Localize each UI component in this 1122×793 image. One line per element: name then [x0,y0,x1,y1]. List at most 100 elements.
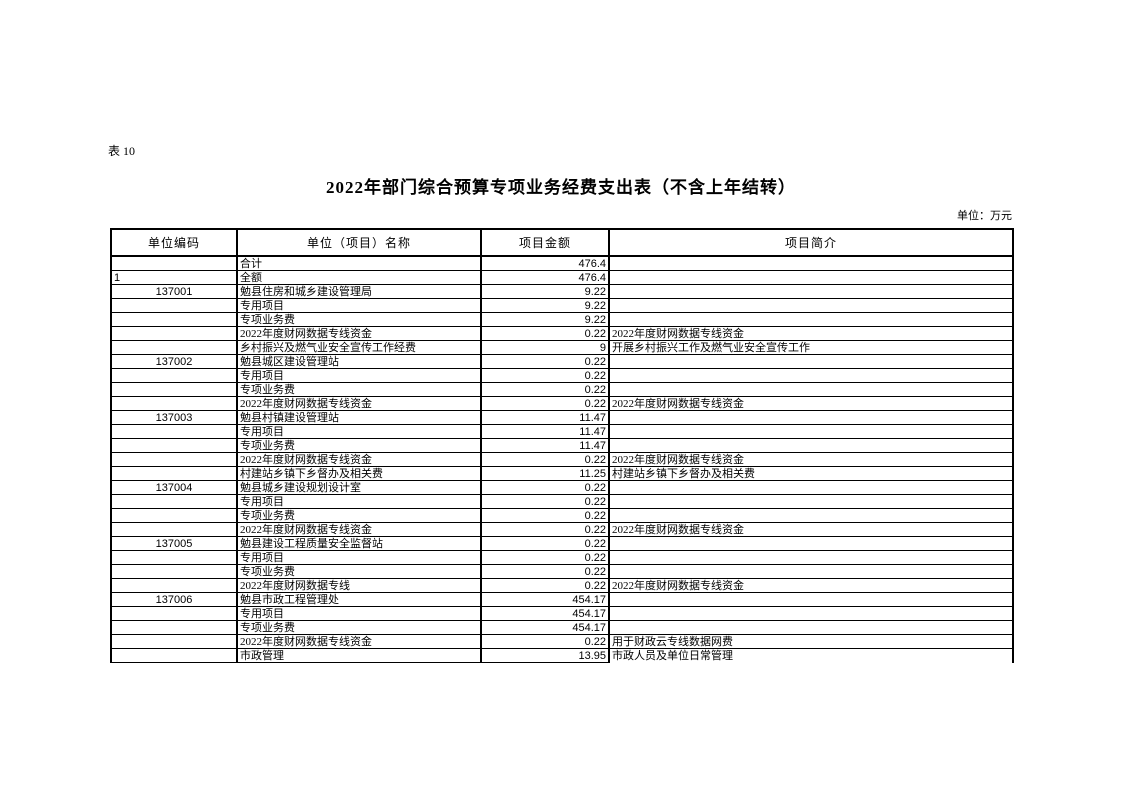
cell-unit-code [110,578,238,593]
cell-unit-code [110,648,238,663]
cell-amount: 0.22 [480,452,610,467]
cell-description: 2022年度财网数据专线资金 [608,396,1014,411]
cell-amount: 454.17 [480,620,610,635]
header-row: 单位编码 单位（项目）名称 项目金额 项目简介 [110,228,1014,257]
cell-description [608,620,1014,635]
col-header-description: 项目简介 [608,228,1014,257]
cell-description [608,298,1014,313]
table-row: 合计 476.4 [110,255,1014,271]
cell-amount: 0.22 [480,522,610,537]
cell-description [608,270,1014,285]
cell-name: 勉县建设工程质量安全监督站 [236,536,482,551]
cell-unit-code [110,312,238,327]
cell-unit-code: 137001 [110,284,238,299]
cell-name: 合计 [236,255,482,271]
table-row: 专用项目 454.17 [110,606,1014,621]
cell-description [608,536,1014,551]
cell-amount: 9.22 [480,298,610,313]
cell-name: 2022年度财网数据专线资金 [236,396,482,411]
cell-description [608,255,1014,271]
cell-name: 专用项目 [236,606,482,621]
cell-description [608,592,1014,607]
cell-description [608,494,1014,509]
cell-amount: 0.22 [480,396,610,411]
cell-unit-code [110,368,238,383]
cell-unit-code [110,326,238,341]
table-row: 2022年度财网数据专线资金 0.22 2022年度财网数据专线资金 [110,326,1014,341]
cell-unit-code: 137006 [110,592,238,607]
cell-name: 专用项目 [236,550,482,565]
cell-unit-code [110,298,238,313]
table-row: 专项业务费 11.47 [110,438,1014,453]
cell-description [608,382,1014,397]
cell-name: 全额 [236,270,482,285]
cell-amount: 0.22 [480,578,610,593]
cell-description [608,564,1014,579]
table-row: 137004 勉县城乡建设规划设计室 0.22 [110,480,1014,495]
table-row: 2022年度财网数据专线资金 0.22 2022年度财网数据专线资金 [110,396,1014,411]
col-header-unit-code: 单位编码 [110,228,238,257]
table-row: 137005 勉县建设工程质量安全监督站 0.22 [110,536,1014,551]
cell-description [608,480,1014,495]
cell-name: 勉县城区建设管理站 [236,354,482,369]
cell-name: 2022年度财网数据专线资金 [236,634,482,649]
cell-amount: 0.22 [480,382,610,397]
cell-amount: 11.47 [480,424,610,439]
table-row: 市政管理 13.95 市政人员及单位日常管理 [110,648,1014,663]
cell-unit-code [110,438,238,453]
cell-description [608,508,1014,523]
cell-amount: 11.47 [480,438,610,453]
cell-amount: 454.17 [480,606,610,621]
cell-description: 2022年度财网数据专线资金 [608,326,1014,341]
cell-unit-code [110,508,238,523]
cell-unit-code [110,522,238,537]
cell-name: 勉县住房和城乡建设管理局 [236,284,482,299]
table-row: 1 全额 476.4 [110,270,1014,285]
cell-name: 专项业务费 [236,508,482,523]
table-row: 2022年度财网数据专线 0.22 2022年度财网数据专线资金 [110,578,1014,593]
cell-name: 专用项目 [236,368,482,383]
cell-description [608,438,1014,453]
budget-table: 单位编码 单位（项目）名称 项目金额 项目简介 合计 476.4 1 全额 476.4 1… [110,228,1014,663]
budget-table-body: 合计 476.4 1 全额 476.4 137001 勉县住房和城乡建设管理局 9.22 专用项… [110,255,1014,663]
cell-unit-code [110,382,238,397]
cell-description [608,354,1014,369]
cell-description: 2022年度财网数据专线资金 [608,452,1014,467]
cell-unit-code: 137005 [110,536,238,551]
cell-amount: 0.22 [480,368,610,383]
cell-amount: 0.22 [480,480,610,495]
table-row: 专项业务费 0.22 [110,508,1014,523]
table-row: 专用项目 11.47 [110,424,1014,439]
table-row: 137003 勉县村镇建设管理站 11.47 [110,410,1014,425]
cell-amount: 0.22 [480,634,610,649]
cell-amount: 0.22 [480,354,610,369]
cell-unit-code [110,424,238,439]
cell-amount: 9.22 [480,284,610,299]
table-row: 137006 勉县市政工程管理处 454.17 [110,592,1014,607]
table-row: 专项业务费 9.22 [110,312,1014,327]
cell-amount: 11.25 [480,466,610,481]
cell-unit-code [110,564,238,579]
cell-description [608,368,1014,383]
cell-unit-code [110,396,238,411]
page-title: 2022年部门综合预算专项业务经费支出表（不含上年结转） [326,178,796,197]
table-row: 村建站乡镇下乡督办及相关费 11.25 村建站乡镇下乡督办及相关费 [110,466,1014,481]
cell-name: 专用项目 [236,494,482,509]
cell-unit-code [110,255,238,271]
cell-unit-code [110,550,238,565]
table-row: 2022年度财网数据专线资金 0.22 2022年度财网数据专线资金 [110,522,1014,537]
cell-amount: 476.4 [480,255,610,271]
cell-name: 2022年度财网数据专线资金 [236,522,482,537]
cell-unit-code: 137004 [110,480,238,495]
table-row: 专项业务费 0.22 [110,382,1014,397]
cell-description [608,312,1014,327]
table-row: 专项业务费 454.17 [110,620,1014,635]
cell-name: 专用项目 [236,298,482,313]
cell-description: 市政人员及单位日常管理 [608,648,1014,663]
cell-description [608,284,1014,299]
table-row: 专用项目 9.22 [110,298,1014,313]
cell-name: 2022年度财网数据专线资金 [236,326,482,341]
cell-description: 2022年度财网数据专线资金 [608,522,1014,537]
cell-amount: 0.22 [480,508,610,523]
